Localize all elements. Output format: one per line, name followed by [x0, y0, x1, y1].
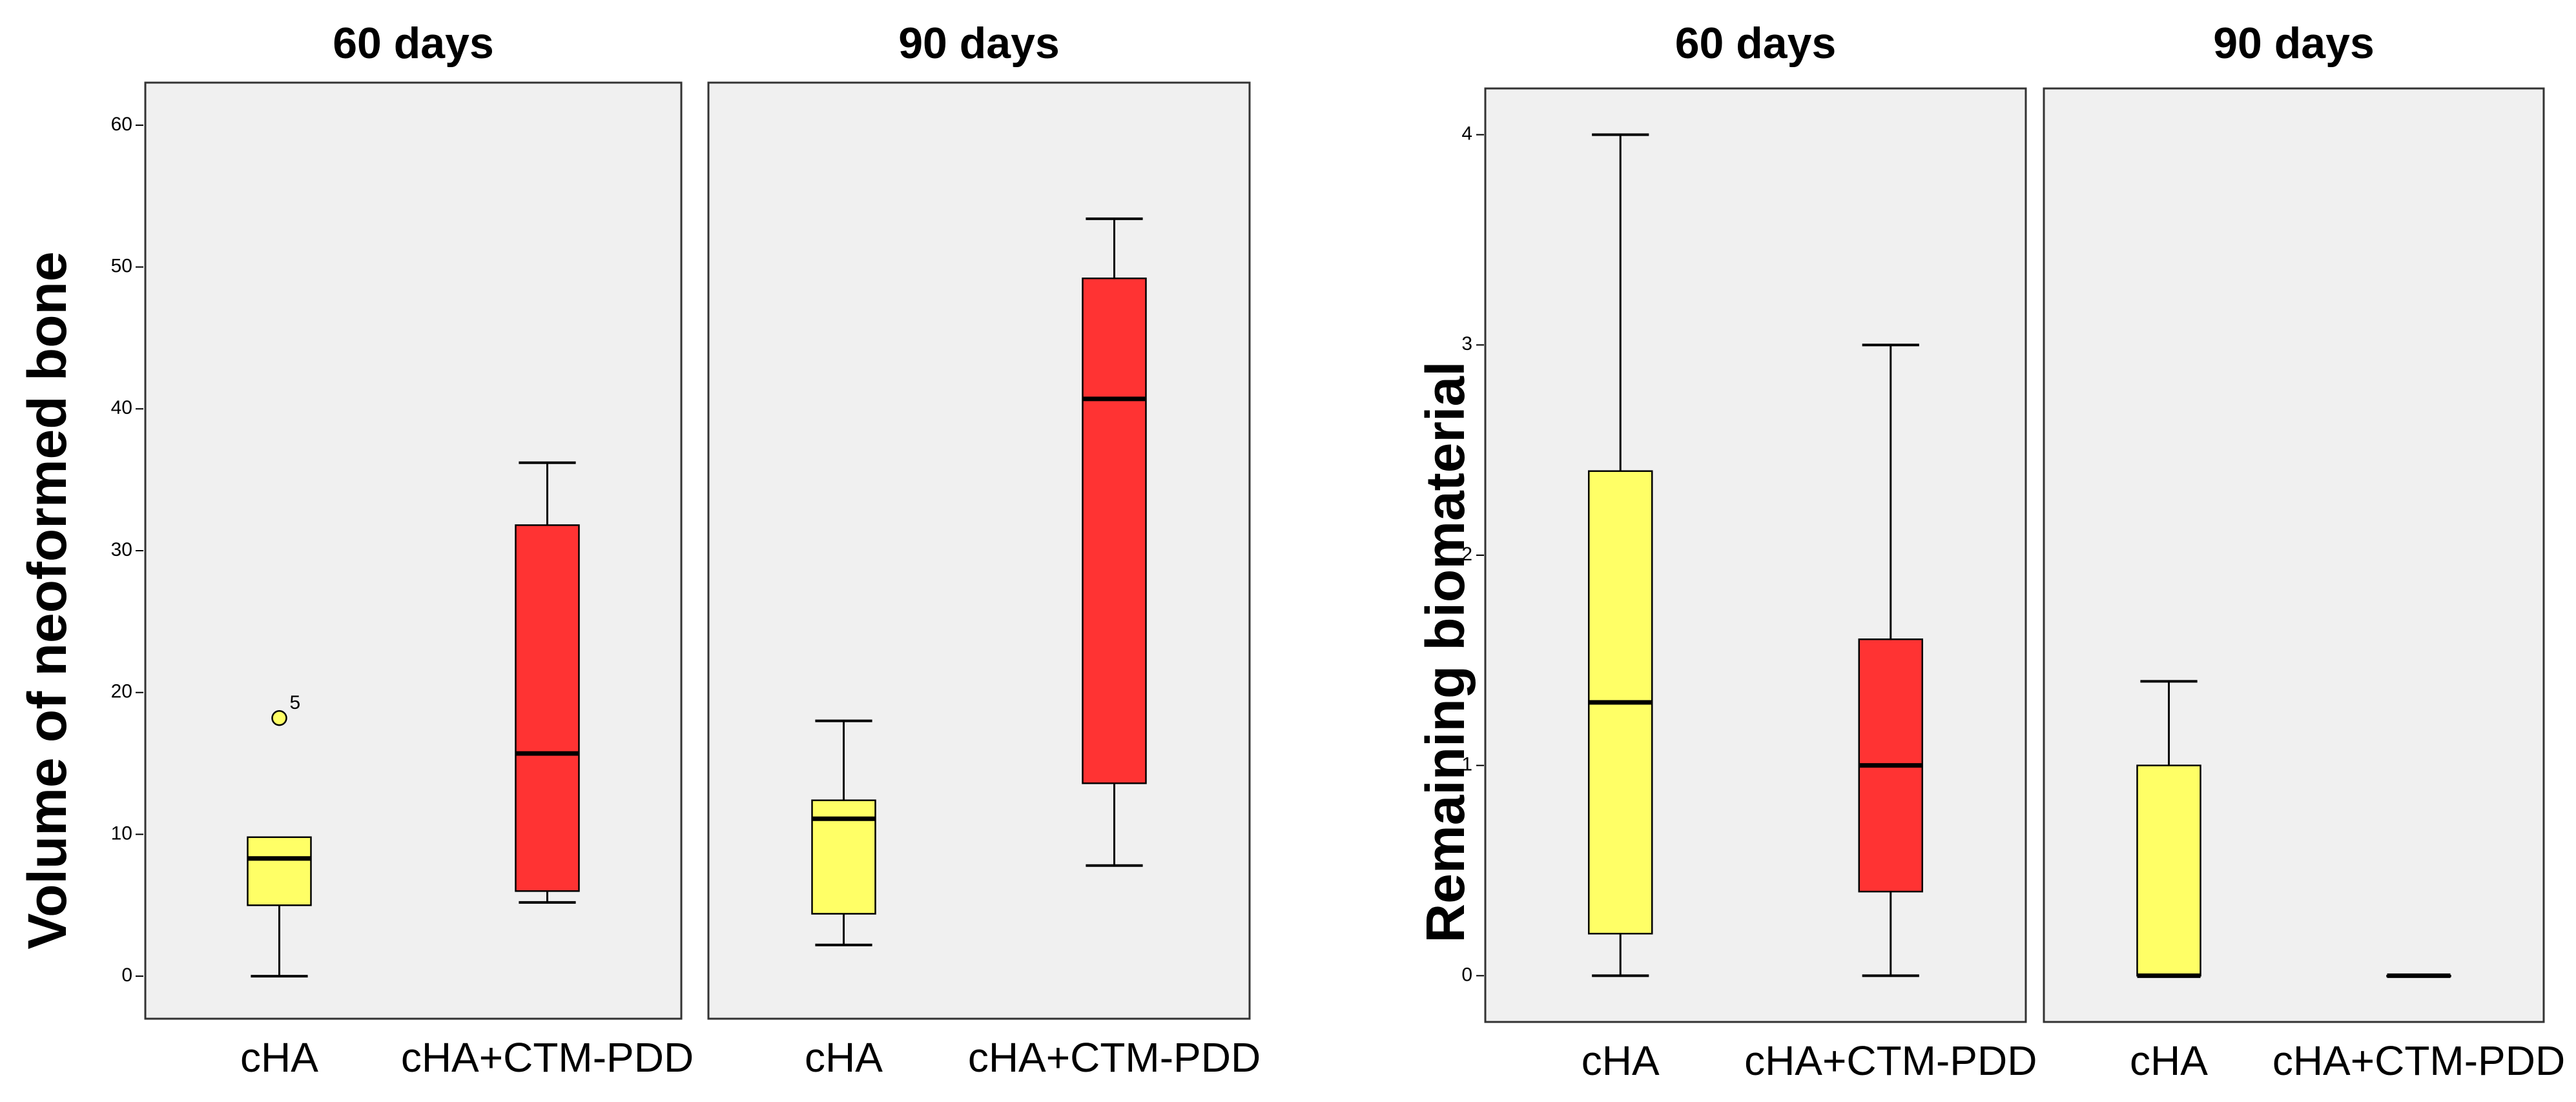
facet-title: 90 days: [898, 19, 1060, 68]
box-iqr: [2136, 764, 2201, 977]
y-tick-label: 0: [1461, 964, 1472, 985]
facet-title: 90 days: [2213, 19, 2375, 68]
y-tick-label: 20: [111, 681, 132, 702]
category-label: cHA: [240, 1034, 318, 1081]
y-tick-label: 1: [1461, 754, 1472, 775]
facet-90-days: 90 days cHA cHA+CTM-PDD: [2043, 19, 2565, 1084]
facet-60-days: 60 days cHA 5 cHA+CTM-PDD: [144, 19, 694, 1081]
chart-neoformed-bone: Volume of neoformed bone 0 10 20 30 40 50 60 60 …: [17, 19, 1261, 1081]
y-tick-label: 10: [111, 822, 132, 844]
y-tick-label: 2: [1461, 544, 1472, 565]
facet-panel: [144, 81, 683, 1020]
y-tick-label: 50: [111, 256, 132, 277]
facet-panel: [2043, 87, 2545, 1023]
box-cHA+CTM-PDD: cHA+CTM-PDD: [401, 461, 694, 1081]
chart-remaining-biomaterial: Remaining biomaterial 0 1 2 3 4 60 days cHA cHA+…: [1415, 19, 2565, 1084]
box-cHA: cHA 5: [240, 692, 318, 1081]
category-label: cHA+CTM-PDD: [1744, 1037, 2037, 1084]
category-label: cHA+CTM-PDD: [968, 1034, 1261, 1081]
box-iqr: [247, 836, 312, 906]
box-cHA+CTM-PDD: cHA+CTM-PDD: [968, 217, 1261, 1081]
box-cHA: cHA: [805, 719, 883, 1081]
category-label: cHA+CTM-PDD: [401, 1034, 694, 1081]
y-tick-label: 3: [1461, 333, 1472, 354]
outlier-point: [271, 709, 287, 726]
category-label: cHA: [2130, 1037, 2208, 1084]
box-cHA+CTM-PDD: cHA+CTM-PDD: [2272, 973, 2565, 1084]
y-tick-label: 60: [111, 114, 132, 135]
y-tick-label: 40: [111, 397, 132, 418]
box-cHA: cHA: [1582, 133, 1660, 1084]
box-iqr: [1082, 277, 1147, 784]
facet-panel: [1484, 87, 2027, 1023]
facet-90-days: 90 days cHA cHA+CTM-PDD: [707, 19, 1261, 1081]
category-label: cHA+CTM-PDD: [2272, 1037, 2565, 1084]
box-cHA+CTM-PDD: cHA+CTM-PDD: [1744, 343, 2037, 1084]
facet-panel: [707, 81, 1251, 1020]
box-cHA: cHA: [2130, 680, 2208, 1084]
category-label: cHA: [805, 1034, 883, 1081]
outlier-label: 5: [290, 692, 301, 713]
y-tick-label: 4: [1461, 123, 1472, 145]
y-tick-label: 30: [111, 539, 132, 560]
y-tick-label: 0: [121, 964, 132, 986]
facet-60-days: 60 days cHA cHA+CTM-PDD: [1484, 19, 2037, 1084]
facet-title: 60 days: [1675, 19, 1837, 68]
category-label: cHA: [1582, 1037, 1660, 1084]
box-iqr: [515, 524, 580, 892]
facet-title: 60 days: [333, 19, 494, 68]
y-axis-label: Remaining biomaterial: [1415, 362, 1476, 943]
y-axis-label: Volume of neoformed bone: [17, 251, 77, 949]
